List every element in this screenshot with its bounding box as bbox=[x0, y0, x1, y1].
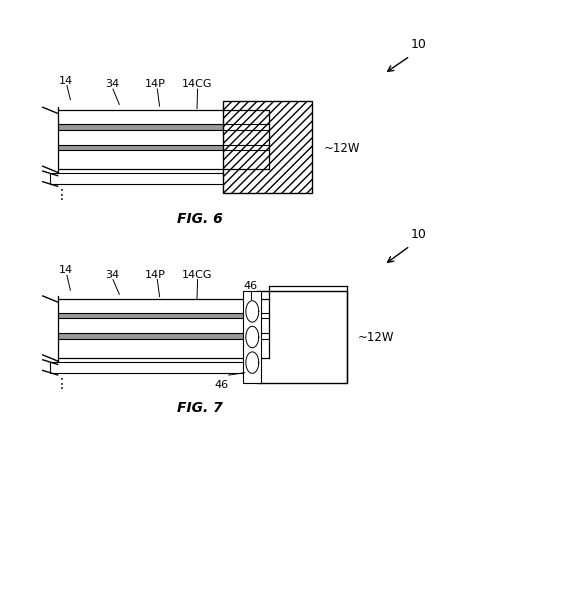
Text: ⋮: ⋮ bbox=[55, 188, 69, 202]
Bar bbox=[243, 291, 262, 383]
Text: 10: 10 bbox=[411, 38, 426, 51]
Bar bbox=[223, 102, 312, 193]
Text: FIG. 6: FIG. 6 bbox=[177, 212, 223, 227]
Text: ⋮: ⋮ bbox=[55, 377, 69, 391]
Text: 14P: 14P bbox=[145, 79, 166, 89]
Text: 10: 10 bbox=[411, 228, 426, 241]
Text: 14CG: 14CG bbox=[182, 270, 212, 279]
Bar bbox=[258, 291, 347, 383]
Text: 14P: 14P bbox=[145, 270, 166, 279]
Text: ~12W: ~12W bbox=[358, 331, 395, 344]
Text: 14CG: 14CG bbox=[182, 79, 212, 89]
Bar bbox=[58, 313, 269, 319]
Text: 34: 34 bbox=[105, 79, 119, 89]
Bar bbox=[58, 145, 269, 150]
Bar bbox=[58, 333, 269, 338]
Bar bbox=[50, 362, 269, 373]
Text: 46: 46 bbox=[214, 380, 228, 390]
Text: FIG. 7: FIG. 7 bbox=[177, 401, 223, 415]
Text: 14: 14 bbox=[59, 75, 73, 86]
Bar bbox=[50, 299, 269, 358]
Bar bbox=[50, 173, 269, 184]
Bar bbox=[50, 110, 269, 169]
Text: 46: 46 bbox=[244, 281, 258, 291]
Bar bbox=[58, 124, 269, 130]
Text: 34: 34 bbox=[105, 270, 119, 279]
Text: ~12W: ~12W bbox=[324, 142, 360, 155]
Text: 14: 14 bbox=[59, 266, 73, 276]
